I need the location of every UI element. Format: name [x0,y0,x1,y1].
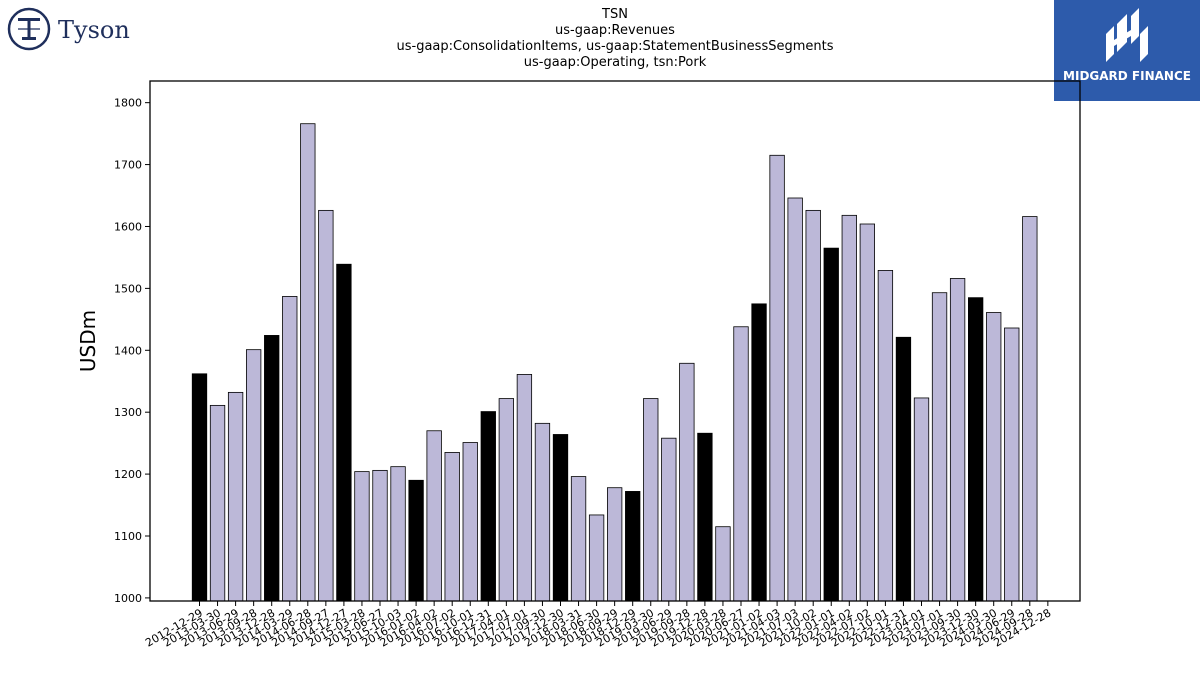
bar-2017-04-01 [498,398,515,602]
bar-2023-07-01 [931,292,948,602]
y-tick-label-1500: 1500 [114,282,142,295]
bar-2024-03-30 [986,312,1002,602]
title-line-3: us-gaap:ConsolidationItems, us-gaap:Stat… [396,39,834,54]
tyson-t-icon [7,7,51,51]
bar-2020-03-28 [715,526,731,602]
bar-2015-10-03 [390,466,406,602]
bar-2016-12-31 [480,411,496,602]
bar-2023-09-30 [949,278,966,602]
y-tick-label-1400: 1400 [114,344,142,357]
bar-2013-03-30 [209,404,226,602]
bar-2021-01-02 [751,303,767,602]
bars-group [191,123,1038,602]
y-tick-label-1200: 1200 [114,468,142,481]
bar-2020-06-27 [733,326,749,602]
y-tick-label-1700: 1700 [114,159,142,172]
bar-2016-01-02 [408,479,424,602]
bar-2019-12-28 [697,432,713,602]
bar-2013-09-28 [245,349,262,602]
bar-2014-09-27 [318,209,334,602]
bar-2016-10-01 [462,442,478,602]
bar-2014-12-27 [336,263,352,602]
y-tick-label-1800: 1800 [114,97,142,110]
midgard-finance-logo: MIDGARD FINANCE [1054,0,1200,101]
bar-2014-03-29 [282,296,298,602]
bar-2022-10-01 [877,270,894,602]
bar-2013-12-28 [264,335,280,602]
bar-2023-12-30 [968,297,984,602]
bar-2022-04-02 [841,214,857,602]
y-tick-label-1000: 1000 [114,592,142,605]
bar-2022-01-01 [823,247,839,602]
title-line-2: us-gaap:Revenues [555,23,675,38]
bar-2018-09-29 [607,487,623,602]
x-axis-ticks: 2012-12-292013-03-302013-06-292013-09-28… [143,601,1053,650]
bar-2017-12-30 [552,434,569,602]
tyson-logo: Tyson [6,6,146,54]
bar-2018-12-29 [625,491,641,602]
bar-2024-06-29 [1004,327,1020,602]
bar-2017-07-01 [516,374,533,602]
y-tick-label-1100: 1100 [114,530,142,543]
bar-2018-06-30 [588,514,605,602]
bar-2022-07-02 [859,223,875,602]
midgard-finance-text: MIDGARD FINANCE [1063,69,1191,83]
bar-2018-03-31 [570,476,587,602]
bar-2019-03-30 [643,398,659,602]
y-axis-ticks: 1000 1100 1200 1300 1400 1500 1600 1700 1800 [114,97,150,605]
bar-2016-07-02 [444,452,460,602]
midgard-m-icon [1106,8,1148,62]
bar-2023-04-01 [913,397,930,602]
bar-2016-04-02 [426,430,442,602]
bar-2013-06-29 [227,391,244,602]
bar-2021-10-02 [805,209,821,602]
y-tick-label-1300: 1300 [114,406,142,419]
bar-2019-06-29 [661,437,677,602]
chart-title: TSN us-gaap:Revenues us-gaap:Consolidati… [300,7,930,71]
title-line-1: TSN [602,7,628,22]
bar-2015-03-28 [354,471,370,602]
bar-2021-07-03 [787,197,803,602]
bar-2015-06-27 [372,469,388,602]
bar-2022-12-31 [895,336,912,602]
bar-2019-09-28 [679,362,695,602]
bar-2017-09-30 [534,422,551,602]
bar-2024-09-28 [1022,216,1038,602]
y-tick-label-1600: 1600 [114,220,142,233]
tyson-logo-text: Tyson [58,16,130,44]
bar-2021-04-03 [769,154,785,602]
bar-2014-06-28 [300,123,316,602]
y-axis-label: USDm [76,310,100,372]
bar-2012-12-29 [191,373,208,602]
plot-frame [149,80,1081,602]
title-line-4: us-gaap:Operating, tsn:Pork [523,55,707,70]
